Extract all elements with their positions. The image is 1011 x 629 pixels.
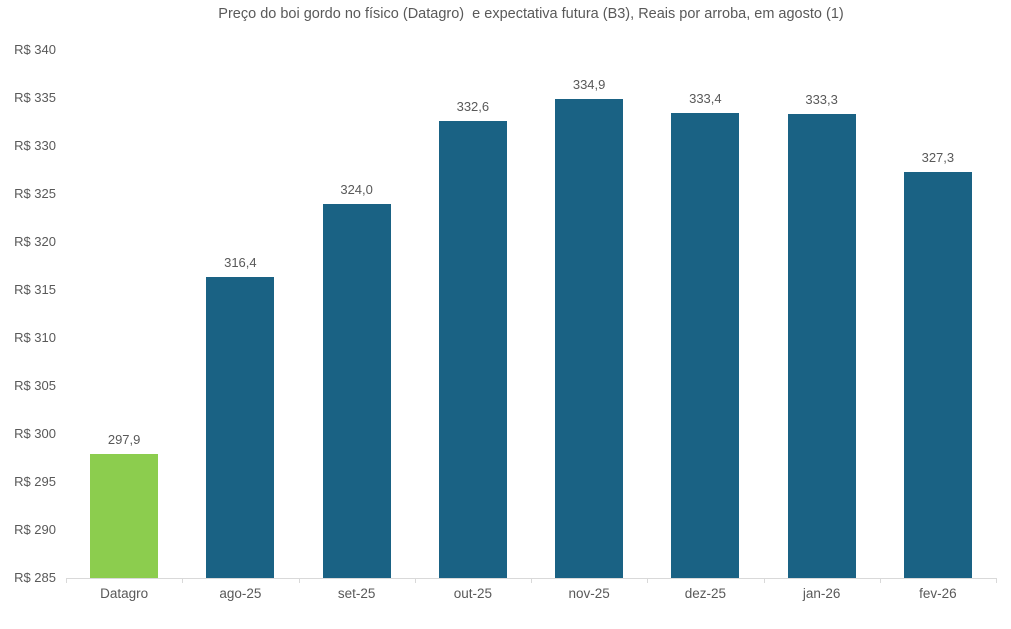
bar-jan-26 xyxy=(787,114,856,578)
bar-value-label: 334,9 xyxy=(572,76,606,92)
x-axis-tick xyxy=(763,578,765,583)
x-axis-category-label: out-25 xyxy=(453,586,493,601)
bar-value-label: 324,0 xyxy=(340,181,373,197)
x-axis-category-label: ago-25 xyxy=(219,586,262,601)
y-axis-tick-label: R$ 300 xyxy=(14,426,56,441)
x-axis-tick xyxy=(298,578,300,583)
bar-value-label: 332,6 xyxy=(456,99,490,115)
x-axis-tick xyxy=(647,578,649,583)
x-axis-category-label: jan-26 xyxy=(802,586,841,601)
y-axis-tick-label: R$ 325 xyxy=(14,186,56,201)
bar-datagro xyxy=(90,454,159,578)
bar-out-25 xyxy=(438,121,507,578)
y-axis-tick-label: R$ 285 xyxy=(14,570,56,585)
x-axis-tick xyxy=(531,578,532,583)
bar-dez-25 xyxy=(671,113,740,578)
y-axis-tick-label: R$ 320 xyxy=(14,234,56,249)
bar-nov-25 xyxy=(555,98,624,578)
y-axis-tick-label: R$ 340 xyxy=(14,42,56,57)
x-axis-tick xyxy=(879,578,881,583)
bar-value-label: 327,3 xyxy=(921,149,955,165)
y-axis-tick-label: R$ 290 xyxy=(14,522,56,537)
x-axis-tick xyxy=(996,578,997,583)
y-axis-tick-label: R$ 330 xyxy=(14,138,56,153)
x-axis-tick xyxy=(414,578,416,583)
x-axis-category-label: fev-26 xyxy=(919,586,957,601)
x-axis-category-label: Datagro xyxy=(100,586,149,601)
x-axis-category-label: nov-25 xyxy=(568,586,610,601)
bar-set-25 xyxy=(322,203,391,578)
bar-fev-26 xyxy=(903,171,972,578)
bar-value-label: 333,4 xyxy=(689,91,722,107)
chart-title: Preço do boi gordo no físico (Datagro) e… xyxy=(218,6,844,22)
y-axis-tick-label: R$ 335 xyxy=(14,90,56,105)
y-axis-tick-label: R$ 295 xyxy=(14,474,56,489)
y-axis-tick-label: R$ 310 xyxy=(14,330,56,345)
bar-ago-25 xyxy=(206,276,275,578)
bar-value-label: 297,9 xyxy=(107,432,141,448)
x-axis-tick xyxy=(182,578,184,583)
bar-value-label: 333,3 xyxy=(805,92,838,108)
x-axis-tick xyxy=(66,578,67,583)
y-axis-tick-label: R$ 305 xyxy=(14,378,56,393)
bar-value-label: 316,4 xyxy=(224,254,257,270)
y-axis-tick-label: R$ 315 xyxy=(14,282,56,297)
x-axis-category-label: set-25 xyxy=(337,586,376,601)
x-axis-category-label: dez-25 xyxy=(684,586,727,601)
